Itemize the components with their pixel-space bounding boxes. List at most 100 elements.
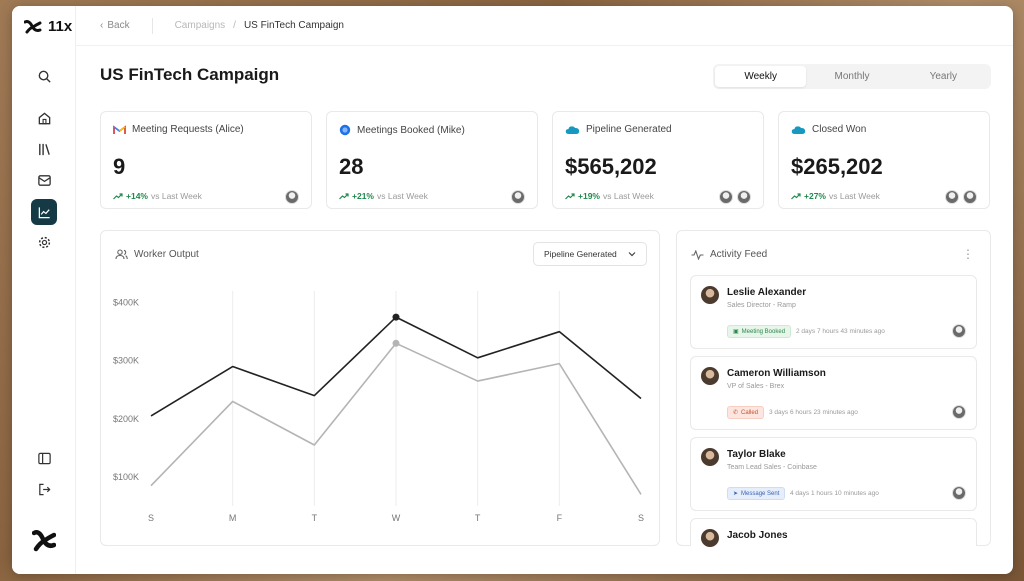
avatar — [701, 286, 719, 304]
worker-output-title: Worker Output — [134, 249, 199, 260]
brand-logo-icon — [24, 19, 42, 33]
sidebar-panel-icon — [37, 452, 51, 464]
stat-value: $565,202 — [565, 154, 657, 179]
chart-x-tick: M — [229, 513, 237, 523]
calendar-dot-icon — [339, 124, 351, 136]
topbar-divider — [151, 17, 153, 34]
avatar — [952, 486, 966, 500]
back-label: Back — [107, 20, 130, 31]
avatar — [511, 190, 525, 204]
feed-tag-label: Message Sent — [741, 490, 780, 497]
more-options-icon[interactable]: ⋮ — [962, 247, 974, 261]
stat-trend-value: +19% — [578, 191, 600, 201]
feed-name: Jacob Jones — [727, 530, 788, 541]
feed-time: 4 days 1 hours 10 minutes ago — [790, 490, 879, 497]
search-button[interactable] — [32, 64, 56, 88]
activity-pulse-icon — [691, 249, 704, 260]
stat-card-meetings-booked[interactable]: Meetings Booked (Mike) 28 +21% vs Last W… — [326, 111, 538, 209]
period-monthly[interactable]: Monthly — [834, 71, 870, 82]
chart-y-tick: $200K — [113, 414, 139, 424]
feed-tag: ✆ Called — [727, 406, 765, 419]
avatar-group — [511, 190, 525, 204]
feed-tag: ▣ Meeting Booked — [727, 325, 792, 338]
stat-card-header: Closed Won — [791, 124, 866, 135]
feed-role: Sales Director - Ramp — [727, 302, 796, 309]
salesforce-icon — [565, 125, 580, 134]
avatar — [701, 448, 719, 466]
trend-up-icon — [339, 192, 349, 199]
trend-up-icon — [791, 192, 801, 199]
users-icon — [115, 249, 128, 260]
settings-button[interactable] — [32, 230, 56, 254]
avatar — [701, 367, 719, 385]
stat-card-header: Pipeline Generated — [565, 124, 672, 135]
home-icon — [38, 111, 50, 124]
chevron-left-icon: ‹ — [100, 20, 104, 31]
stat-trend: +19% vs Last Week — [565, 191, 654, 201]
feed-item[interactable]: Taylor Blake Team Lead Sales - Coinbase … — [690, 437, 977, 511]
chart-x-tick: T — [475, 513, 481, 523]
metric-dropdown[interactable]: Pipeline Generated — [533, 242, 647, 266]
search-icon — [38, 70, 51, 83]
worker-output-chart: $100K $200K $300K $400K S M T W T F S — [113, 291, 644, 523]
breadcrumb-current: US FinTech Campaign — [243, 20, 344, 31]
avatar-group — [285, 190, 299, 204]
sidebar: 11x — [12, 6, 76, 574]
library-button[interactable] — [32, 137, 56, 161]
stat-card-header: Meetings Booked (Mike) — [339, 124, 465, 136]
stat-trend-suffix: vs Last Week — [150, 191, 202, 201]
chart-y-tick: $300K — [113, 356, 139, 366]
gmail-icon — [113, 124, 126, 134]
stat-card-pipeline-generated[interactable]: Pipeline Generated $565,202 +19% vs Last… — [552, 111, 764, 209]
mail-icon — [37, 174, 51, 186]
feed-item[interactable]: Cameron Williamson VP of Sales - Brex ✆ … — [690, 356, 977, 430]
app-window: 11x — [12, 6, 1013, 574]
stat-trend: +21% vs Last Week — [339, 191, 428, 201]
period-yearly[interactable]: Yearly — [929, 71, 958, 82]
bottom-logo — [31, 530, 57, 557]
brand-mark-icon — [31, 530, 57, 552]
back-button[interactable]: ‹ Back — [100, 20, 130, 31]
analytics-button[interactable] — [31, 199, 57, 225]
avatar — [963, 190, 977, 204]
avatar — [952, 324, 966, 338]
logout-button[interactable] — [32, 477, 56, 501]
feed-item[interactable]: Leslie Alexander Sales Director - Ramp ▣… — [690, 275, 977, 349]
worker-output-header: Worker Output — [115, 249, 199, 260]
period-weekly[interactable]: Weekly — [715, 66, 807, 87]
stat-card-meeting-requests[interactable]: Meeting Requests (Alice) 9 +14% vs Last … — [100, 111, 312, 209]
chevron-down-icon — [628, 252, 636, 257]
feed-tag-label: Called — [741, 409, 759, 416]
chart-x-tick: F — [557, 513, 563, 523]
feed-name: Leslie Alexander — [727, 287, 807, 298]
trend-up-icon — [565, 192, 575, 199]
gear-icon — [38, 236, 50, 248]
stat-card-closed-won[interactable]: Closed Won $265,202 +27% vs Last Week — [778, 111, 990, 209]
trend-up-icon — [113, 192, 123, 199]
toggle-sidebar-button[interactable] — [32, 446, 56, 470]
avatar-group — [945, 190, 977, 204]
chart-point-marker[interactable] — [392, 313, 400, 321]
avatar — [719, 190, 733, 204]
feed-role: Team Lead Sales - Coinbase — [727, 464, 817, 471]
feed-item[interactable]: Jacob Jones — [690, 518, 977, 547]
topbar: ‹ Back Campaigns / US FinTech Campaign — [76, 6, 1013, 46]
chart-point-marker[interactable] — [392, 339, 400, 347]
stat-label: Pipeline Generated — [586, 124, 672, 135]
activity-feed-header: Activity Feed — [691, 249, 767, 260]
feed-name: Taylor Blake — [727, 449, 786, 460]
brand[interactable]: 11x — [24, 18, 72, 35]
stat-value: 28 — [339, 154, 364, 179]
feed-time: 2 days 7 hours 43 minutes ago — [796, 328, 885, 335]
stat-trend: +27% vs Last Week — [791, 191, 880, 201]
library-icon — [38, 143, 50, 155]
chart-y-tick: $100K — [113, 472, 139, 482]
send-icon: ➤ — [733, 491, 739, 497]
stat-trend-suffix: vs Last Week — [828, 191, 880, 201]
period-toggle: Weekly Monthly Yearly — [713, 64, 991, 89]
inbox-button[interactable] — [32, 168, 56, 192]
chart-x-tick: T — [312, 513, 318, 523]
breadcrumb-campaigns[interactable]: Campaigns — [174, 20, 226, 31]
home-button[interactable] — [32, 106, 56, 130]
avatar — [285, 190, 299, 204]
